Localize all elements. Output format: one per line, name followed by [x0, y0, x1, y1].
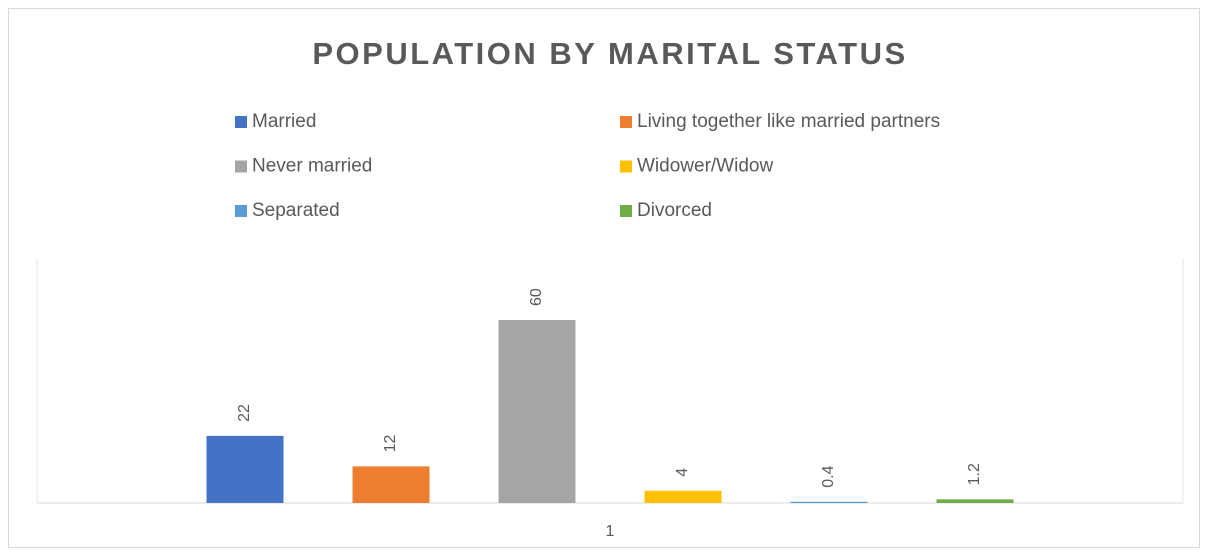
legend-label: Separated: [252, 200, 340, 221]
legend-swatch: [235, 205, 247, 217]
data-label: 22: [236, 404, 253, 422]
legend-swatch: [235, 116, 247, 128]
data-label: 60: [528, 288, 545, 306]
legend-swatch: [620, 116, 632, 128]
bar: [936, 499, 1014, 503]
bar: [352, 466, 430, 503]
data-label: 12: [382, 435, 399, 453]
legend-label: Living together like married partners: [637, 111, 940, 132]
legend-label: Widower/Widow: [637, 156, 773, 177]
x-tick-label: 1: [606, 523, 615, 540]
chart-title: POPULATION BY MARITAL STATUS: [312, 36, 907, 71]
legend-label: Married: [252, 111, 316, 132]
bar: [498, 320, 576, 503]
bar: [644, 490, 722, 503]
legend-swatch: [620, 160, 632, 173]
bar: [790, 501, 868, 503]
data-label: 1.2: [966, 463, 983, 485]
chart-border: [8, 8, 1200, 548]
bar: [206, 435, 284, 503]
legend-swatch: [620, 205, 632, 217]
data-label: 0.4: [820, 465, 837, 487]
legend-swatch: [235, 160, 247, 173]
legend-label: Never married: [252, 156, 372, 177]
legend-label: Divorced: [637, 200, 712, 221]
data-label: 4: [674, 468, 691, 477]
